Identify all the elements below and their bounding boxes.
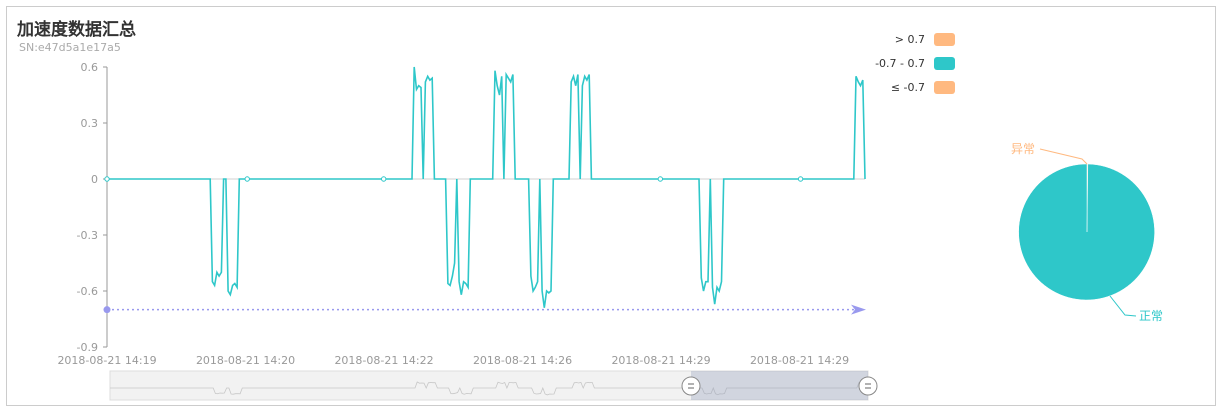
- data-point: [244, 176, 250, 182]
- datazoom-handle-left[interactable]: [681, 376, 701, 396]
- pie-label-line: [1109, 295, 1137, 317]
- x-tick-label: 2018-08-21 14:19: [57, 354, 156, 367]
- data-point: [104, 176, 110, 182]
- data-point: [657, 176, 664, 182]
- x-tick-label: 2018-08-21 14:29: [611, 354, 710, 367]
- legend-label: > 0.7: [895, 33, 925, 46]
- pie-label: 异常: [1011, 142, 1035, 156]
- chart-subtitle: SN:e47d5a1e17a5: [19, 41, 121, 54]
- legend-swatch: [934, 33, 955, 46]
- data-point: [380, 176, 387, 182]
- legend-label: -0.7 - 0.7: [875, 57, 925, 70]
- pie-label: 正常: [1139, 309, 1163, 323]
- line-series: [104, 66, 866, 308]
- y-tick-label: 0: [91, 173, 98, 186]
- threshold-markline: [103, 304, 866, 315]
- y-tick-label: 0.6: [81, 61, 99, 74]
- datazoom-selection[interactable]: [691, 371, 868, 400]
- datazoom-handle-right[interactable]: [858, 376, 878, 396]
- pie-slice-正常: [1018, 163, 1155, 301]
- datazoom-track: [109, 370, 869, 401]
- markline-start-symbol: [103, 306, 111, 314]
- series-line: [107, 66, 866, 308]
- x-tick-label: 2018-08-21 14:26: [473, 354, 572, 367]
- y-tick-label: -0.3: [77, 229, 98, 242]
- y-tick-label: -0.6: [77, 285, 98, 298]
- legend: > 0.7 -0.7 - 0.7 ≤ -0.7: [875, 33, 955, 94]
- x-axis: 2018-08-21 14:19 2018-08-21 14:20 2018-08-…: [57, 178, 865, 367]
- x-tick-label: 2018-08-21 14:20: [196, 354, 295, 367]
- x-tick-label: 2018-08-21 14:22: [334, 354, 433, 367]
- chart-panel: 加速度数据汇总 SN:e47d5a1e17a5: [6, 6, 1216, 406]
- legend-swatch: [934, 57, 955, 70]
- datazoom-preview: [110, 381, 869, 396]
- y-tick-label: -0.9: [77, 341, 98, 354]
- pie-label-line: [1039, 148, 1088, 165]
- markline-arrow: [851, 304, 866, 315]
- y-tick-label: 0.3: [81, 117, 99, 130]
- y-axis: 0.6 0.3 0 -0.3 -0.6 -0.9: [77, 61, 108, 354]
- legend-label: ≤ -0.7: [891, 81, 925, 94]
- data-point: [797, 176, 804, 182]
- x-tick-label: 2018-08-21 14:29: [750, 354, 849, 367]
- legend-swatch: [934, 81, 955, 94]
- chart-title: 加速度数据汇总: [17, 20, 136, 40]
- datazoom-slider[interactable]: [109, 370, 878, 401]
